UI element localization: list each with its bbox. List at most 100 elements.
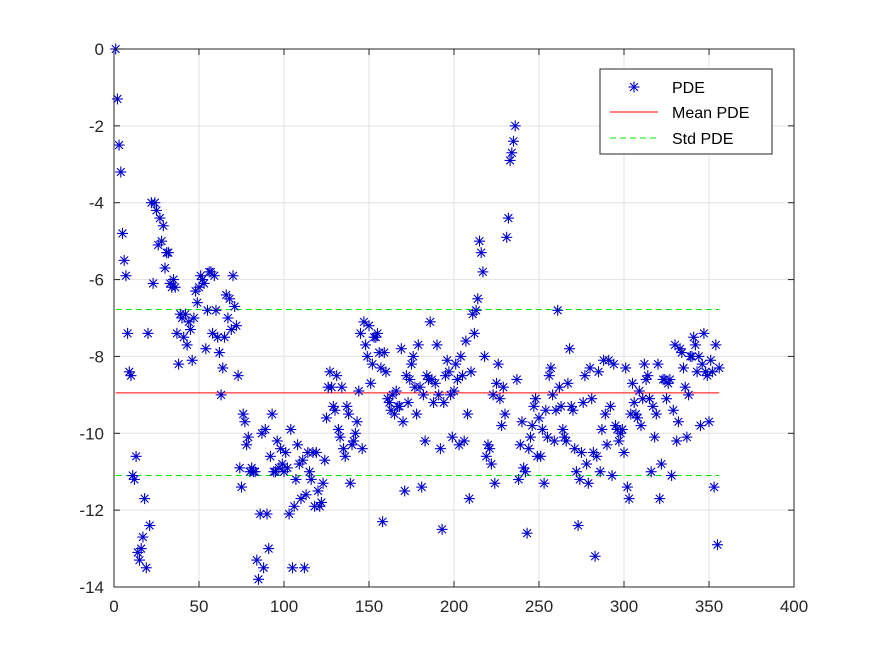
pde-point <box>115 166 127 178</box>
pde-point <box>638 358 650 370</box>
pde-point <box>686 350 698 362</box>
pde-point <box>417 389 429 401</box>
pde-point <box>521 527 533 539</box>
pde-point <box>343 408 355 420</box>
pde-point <box>186 354 198 366</box>
pde-point <box>431 339 443 351</box>
pde-point <box>380 366 392 378</box>
pde-point <box>285 423 297 435</box>
pde-point <box>649 431 661 443</box>
pde-point <box>344 477 356 489</box>
pde-point <box>134 554 145 566</box>
y-tick-label: -4 <box>89 194 104 213</box>
pde-point <box>511 373 523 385</box>
pde-point <box>468 327 480 339</box>
pde-point <box>162 247 174 259</box>
pde-point <box>458 435 470 447</box>
pde-point <box>479 350 491 362</box>
pde-point <box>332 423 344 435</box>
pde-point <box>705 354 717 366</box>
y-tick-label: -2 <box>89 117 104 136</box>
pde-point <box>501 231 513 243</box>
pde-point <box>465 366 477 378</box>
pde-point <box>305 473 317 485</box>
y-tick-label: -14 <box>79 578 104 597</box>
pde-point <box>156 235 168 247</box>
pde-point <box>667 404 679 416</box>
pde-point <box>237 408 249 420</box>
pde-point <box>591 450 603 462</box>
pde-point <box>128 473 140 485</box>
pde-point <box>261 508 273 520</box>
pde-point <box>584 362 596 374</box>
pde-point <box>200 343 212 355</box>
pde-point <box>336 381 348 393</box>
pde-point <box>540 404 552 416</box>
pde-point <box>434 443 446 455</box>
pde-point <box>144 520 156 532</box>
pde-point <box>377 516 389 528</box>
y-axis-ticks: 0 -2 -4 -6 -8 -10 -12 -14 <box>79 40 794 597</box>
pde-point <box>222 312 234 324</box>
pde-point <box>494 393 506 405</box>
pde-point <box>557 423 569 435</box>
pde-point <box>695 420 706 432</box>
pde-point <box>632 412 644 424</box>
pde-point <box>290 473 302 485</box>
pde-markers <box>110 43 725 585</box>
pde-point <box>135 543 147 555</box>
pde-point <box>492 358 504 370</box>
pde-point <box>496 420 508 432</box>
pde-point <box>230 320 242 332</box>
pde-point <box>292 439 304 451</box>
pde-point <box>683 389 695 401</box>
pde-point <box>621 481 633 493</box>
pde-point <box>576 447 587 458</box>
pde-point <box>266 408 278 420</box>
pde-point <box>475 247 487 259</box>
pde-point <box>185 324 196 336</box>
pde-point <box>593 366 604 378</box>
pde-point <box>474 235 485 247</box>
pde-point <box>543 370 555 382</box>
pde-point <box>355 327 366 339</box>
pde-point <box>353 385 365 397</box>
pde-point <box>312 485 324 497</box>
pde-point <box>674 343 686 355</box>
legend-item-std-pde: Std PDE <box>610 131 733 148</box>
pde-point <box>229 300 241 312</box>
pde-point <box>147 277 159 289</box>
pde-point <box>688 331 700 343</box>
pde-point <box>552 304 564 316</box>
pde-point <box>536 423 548 435</box>
legend-label-pde: PDE <box>672 80 705 97</box>
pde-point <box>259 423 271 435</box>
pde-point <box>644 393 655 405</box>
pde-point <box>642 370 654 382</box>
legend-label-mean-pde: Mean PDE <box>672 105 749 122</box>
pde-point <box>555 400 567 412</box>
pde-point <box>581 458 593 470</box>
pde-point <box>406 358 417 370</box>
pde-point <box>321 412 332 424</box>
pde-point <box>599 408 611 420</box>
pde-point <box>113 139 125 151</box>
pde-point <box>319 454 331 466</box>
pde-point <box>574 473 586 485</box>
pde-point <box>618 447 630 458</box>
pde-point <box>480 450 492 462</box>
pde-point <box>545 362 557 374</box>
pde-point <box>168 274 179 286</box>
pde-point <box>681 431 693 443</box>
pde-point <box>142 327 154 339</box>
pde-point <box>424 316 436 328</box>
pde-point <box>213 347 225 359</box>
pde-point <box>416 481 428 493</box>
pde-point <box>348 435 360 447</box>
pde-point <box>181 339 193 351</box>
pde-point <box>616 423 628 435</box>
pde-point <box>645 466 657 478</box>
x-tick-label: 400 <box>780 597 808 616</box>
pde-point <box>499 408 511 420</box>
pde-point <box>263 543 275 555</box>
